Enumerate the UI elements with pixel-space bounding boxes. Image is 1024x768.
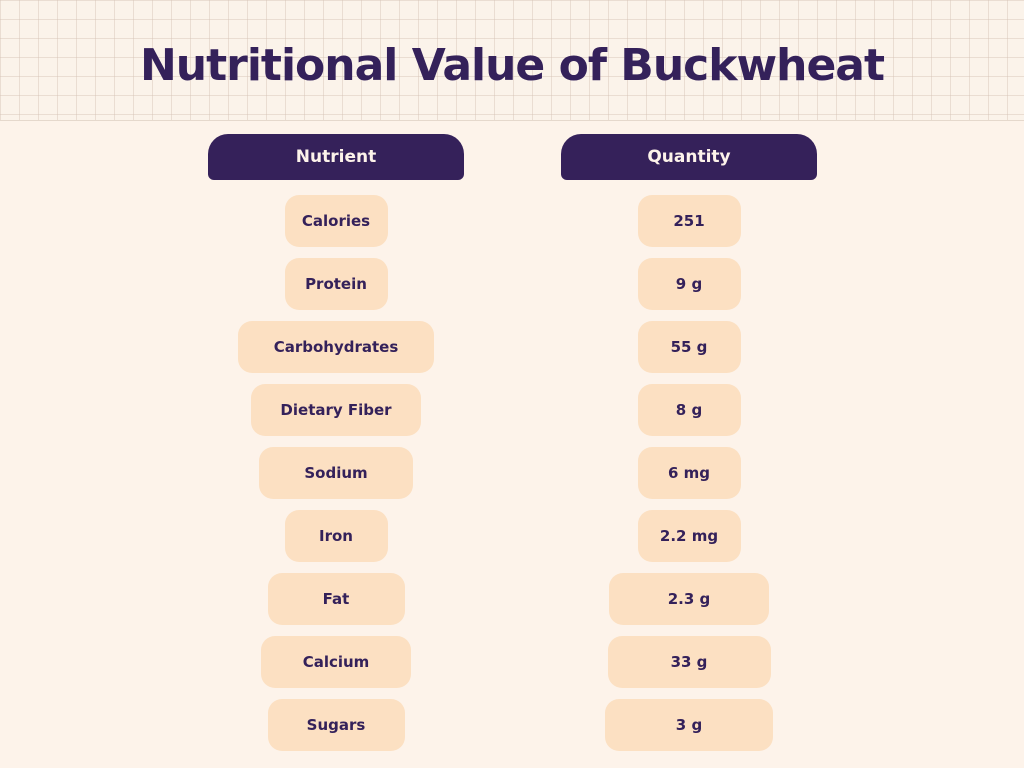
nutrient-cell: Sugars (267, 699, 405, 751)
nutrient-cell: Calories (284, 195, 388, 247)
nutrient-cell: Calcium (261, 636, 411, 688)
quantity-cell: 2.3 g (609, 573, 769, 625)
quantity-cell: 9 g (637, 258, 741, 310)
quantity-cell: 3 g (605, 699, 773, 751)
quantity-cell: 2.2 mg (637, 510, 741, 562)
quantity-cells: 251 9 g 55 g 8 g 6 mg 2.2 mg 2.3 g 33 g … (605, 195, 773, 762)
quantity-column: Quantity 251 9 g 55 g 8 g 6 mg 2.2 mg 2.… (561, 134, 817, 762)
nutrient-cell: Carbohydrates (238, 321, 434, 373)
nutrient-column-header: Nutrient (208, 134, 464, 180)
page-title: Nutritional Value of Buckwheat (139, 40, 885, 91)
quantity-cell: 6 mg (637, 447, 741, 499)
nutrient-cell: Dietary Fiber (251, 384, 421, 436)
title-banner: Nutritional Value of Buckwheat (0, 0, 1024, 121)
quantity-cell: 33 g (607, 636, 771, 688)
quantity-cell: 251 (637, 195, 741, 247)
quantity-cell: 55 g (637, 321, 741, 373)
nutrient-cells: Calories Protein Carbohydrates Dietary F… (238, 195, 434, 762)
quantity-column-header: Quantity (561, 134, 817, 180)
nutrient-cell: Fat (267, 573, 405, 625)
nutrient-cell: Protein (284, 258, 388, 310)
nutrient-column: Nutrient Calories Protein Carbohydrates … (208, 134, 464, 762)
quantity-cell: 8 g (637, 384, 741, 436)
nutrient-cell: Sodium (259, 447, 413, 499)
nutrient-cell: Iron (284, 510, 388, 562)
